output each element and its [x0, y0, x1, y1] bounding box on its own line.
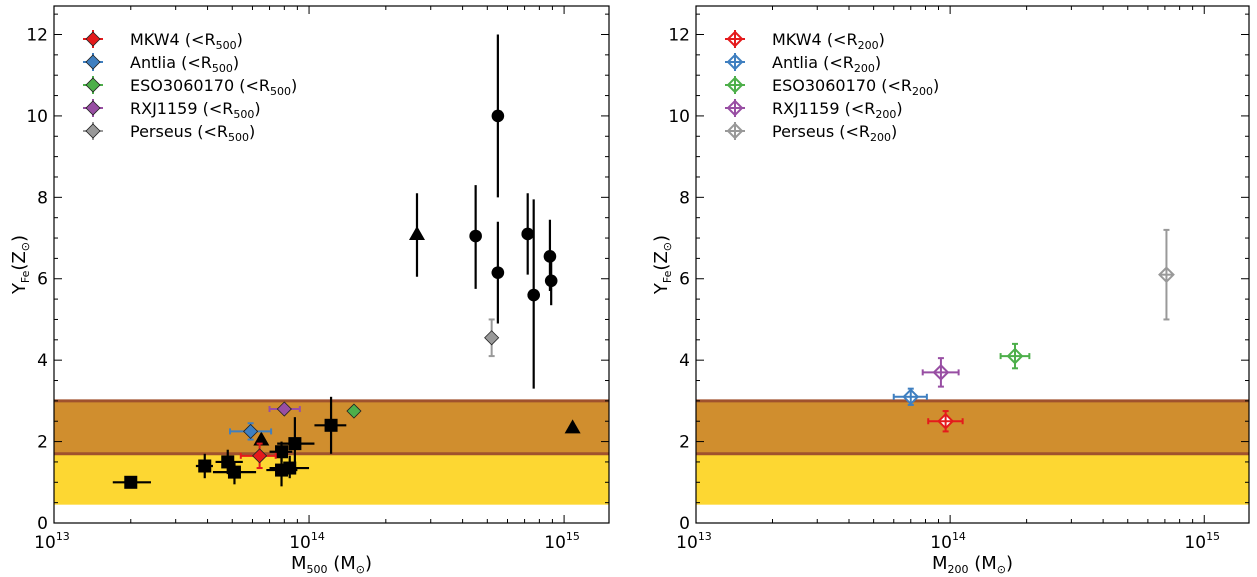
legend-marker: [85, 31, 101, 47]
y-tick-label: 0: [679, 514, 690, 534]
point-diamond: [252, 448, 268, 464]
point-diamond: [346, 403, 362, 419]
point-square: [288, 437, 302, 451]
axes-frame: [53, 5, 610, 524]
y-tick-label: 0: [37, 514, 48, 534]
series-rxj1159: [921, 357, 960, 388]
x-tick-label: 1015: [1184, 530, 1220, 553]
point-square: [198, 459, 212, 473]
legend-item-rxj1159: RXJ1159 (<R500): [83, 99, 261, 121]
point-triangle: [253, 431, 270, 446]
y-tick-label: 6: [679, 270, 690, 290]
point-circle: [491, 109, 505, 123]
legend-label: Antlia (<R500): [130, 53, 239, 75]
legend-label: RXJ1159 (<R200): [772, 99, 903, 121]
x-tick-label: 1015: [544, 530, 580, 553]
band-0: [696, 451, 1249, 505]
y-axis-label: YFe(Z⊙): [9, 235, 32, 295]
legend-label: RXJ1159 (<R500): [130, 99, 261, 121]
y-tick-label: 4: [679, 351, 690, 371]
y-tick-label: 10: [26, 107, 48, 127]
legend-item-eso3060170: ESO3060170 (<R500): [83, 76, 297, 98]
legend-label: Antlia (<R200): [772, 53, 881, 75]
series-antlia: [229, 422, 273, 441]
x-tick-label: 1013: [676, 530, 712, 553]
legend: MKW4 (<R200)Antlia (<R200)ESO3060170 (<R…: [725, 30, 939, 144]
legend-item-antlia: Antlia (<R200): [725, 53, 881, 75]
series-mkw4: [239, 442, 277, 470]
legend-label: MKW4 (<R500): [130, 30, 243, 52]
series-perseus: [484, 318, 500, 358]
legend-marker: [85, 123, 101, 139]
legend: MKW4 (<R500)Antlia (<R500)ESO3060170 (<R…: [83, 30, 297, 144]
panel-1: 1013 1014 1015 0 2 4 6 8 10 12 M200 (M⊙) YFe(Z⊙) MKW…: [651, 5, 1250, 576]
y-tick-label: 6: [37, 270, 48, 290]
point-circle: [491, 266, 505, 279]
point-circle: [527, 288, 540, 302]
point-circle: [521, 227, 535, 241]
point-triangle: [564, 419, 581, 434]
legend-label: MKW4 (<R200): [772, 30, 885, 52]
point-circle: [469, 229, 482, 243]
point-triangle: [408, 225, 425, 240]
series-circle-group: [469, 34, 558, 389]
axes-frame: [695, 5, 1250, 524]
point-circle: [544, 274, 558, 288]
legend-item-rxj1159: RXJ1159 (<R200): [725, 99, 903, 121]
series-mkw4: [927, 410, 964, 433]
point-diamond: [484, 330, 500, 346]
legend-item-mkw4: MKW4 (<R500): [83, 30, 243, 52]
legend-item-eso3060170: ESO3060170 (<R200): [725, 76, 939, 98]
legend-item-perseus: Perseus (<R200): [725, 122, 897, 144]
x-axis-label: M200 (M⊙): [932, 553, 1013, 576]
point-square: [227, 465, 241, 479]
legend-marker: [85, 77, 101, 93]
point-circle: [543, 250, 557, 263]
legend-item-mkw4: MKW4 (<R200): [725, 30, 885, 52]
legend-label: Perseus (<R200): [772, 122, 897, 144]
legend-item-perseus: Perseus (<R500): [83, 122, 255, 144]
point-square: [324, 418, 338, 432]
y-tick-label: 8: [37, 188, 48, 208]
series-eso3060170: [346, 403, 362, 419]
y-tick-label: 4: [37, 351, 48, 371]
legend-marker: [85, 54, 101, 70]
series-antlia: [892, 387, 928, 406]
y-axis-label: YFe(Z⊙): [651, 235, 674, 295]
series-eso3060170: [999, 342, 1031, 370]
legend-label: ESO3060170 (<R200): [772, 76, 939, 98]
legend-marker: [85, 100, 101, 116]
band-0: [54, 451, 609, 505]
point-diamond: [243, 423, 259, 439]
y-tick-label: 12: [26, 25, 48, 45]
y-tick-label: 12: [668, 25, 690, 45]
panel-0: 1013 1014 1015 0 2 4 6 8 10 12 M500 (M⊙) YFe(Z⊙) MKW…: [9, 5, 610, 576]
y-tick-label: 8: [679, 188, 690, 208]
band-1: [696, 400, 1249, 454]
x-tick-label: 1014: [930, 530, 966, 553]
legend-item-antlia: Antlia (<R500): [83, 53, 239, 75]
x-axis-label: M500 (M⊙): [291, 553, 372, 576]
y-tick-label: 2: [679, 433, 690, 453]
series-perseus: [1158, 228, 1175, 321]
point-diamond: [276, 401, 292, 417]
y-tick-label: 10: [668, 107, 690, 127]
y-tick-label: 2: [37, 433, 48, 453]
series-rxj1159: [268, 401, 301, 417]
series-triangle-group: [253, 193, 581, 446]
x-tick-label: 1014: [289, 530, 325, 553]
x-tick-label: 1013: [34, 530, 70, 553]
legend-label: Perseus (<R500): [130, 122, 255, 144]
point-square: [124, 475, 138, 489]
legend-label: ESO3060170 (<R500): [130, 76, 297, 98]
series-square-group: [112, 396, 347, 489]
